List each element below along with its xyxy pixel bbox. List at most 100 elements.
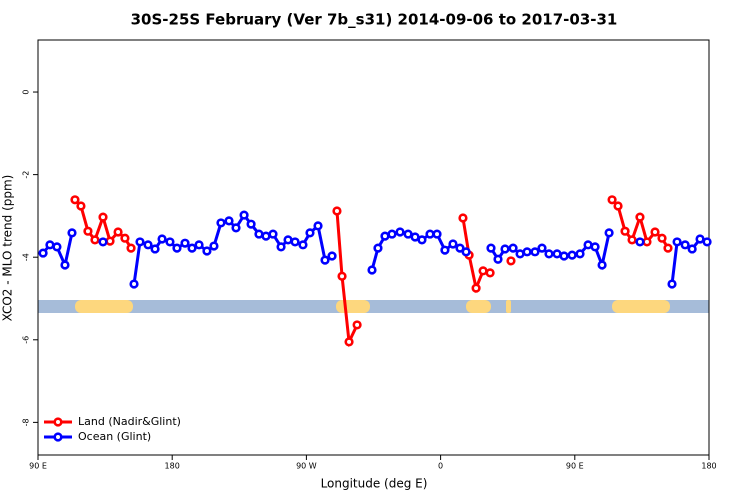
data-point bbox=[530, 247, 540, 257]
data-point bbox=[663, 243, 673, 253]
data-point bbox=[458, 213, 468, 223]
data-point bbox=[522, 247, 532, 257]
data-point bbox=[373, 243, 383, 253]
data-point bbox=[590, 242, 600, 252]
plot-frame bbox=[37, 39, 710, 456]
data-point bbox=[667, 279, 677, 289]
data-point bbox=[702, 237, 712, 247]
data-point bbox=[165, 237, 175, 247]
data-point bbox=[478, 266, 488, 276]
data-point bbox=[695, 234, 705, 244]
data-point bbox=[172, 243, 182, 253]
data-point bbox=[597, 260, 607, 270]
data-point bbox=[239, 210, 249, 220]
data-point bbox=[135, 237, 145, 247]
data-point bbox=[455, 243, 465, 253]
y-tick-label: -4 bbox=[22, 253, 31, 261]
data-point bbox=[67, 228, 77, 238]
data-point bbox=[337, 271, 347, 281]
data-point bbox=[290, 237, 300, 247]
data-point bbox=[320, 255, 330, 265]
data-point bbox=[70, 195, 80, 205]
data-point bbox=[367, 265, 377, 275]
land-band bbox=[336, 300, 370, 313]
data-point bbox=[515, 249, 525, 259]
data-point bbox=[187, 243, 197, 253]
data-point bbox=[90, 235, 100, 245]
data-point bbox=[60, 260, 70, 270]
ocean-band bbox=[38, 300, 709, 313]
x-tick-label: 90 E bbox=[566, 462, 584, 471]
data-point bbox=[627, 235, 637, 245]
data-point bbox=[486, 243, 496, 253]
y-tick-label: -8 bbox=[22, 418, 31, 426]
data-point bbox=[120, 233, 130, 243]
data-point bbox=[485, 268, 495, 278]
data-point bbox=[559, 251, 569, 261]
data-point bbox=[607, 195, 617, 205]
x-tick-label: 180 bbox=[165, 462, 180, 471]
data-point bbox=[150, 244, 160, 254]
x-tick-label: 180 bbox=[701, 462, 716, 471]
data-point bbox=[552, 249, 562, 259]
data-point bbox=[604, 228, 614, 238]
data-point bbox=[672, 237, 682, 247]
x-tick-label: 90 W bbox=[296, 462, 317, 471]
land-band bbox=[506, 300, 511, 313]
data-point bbox=[544, 249, 554, 259]
data-point bbox=[261, 231, 271, 241]
data-point bbox=[352, 320, 362, 330]
data-point bbox=[461, 247, 471, 257]
x-tick-label: 0 bbox=[438, 462, 443, 471]
legend-marker bbox=[53, 432, 63, 442]
land-band bbox=[466, 300, 491, 313]
data-point bbox=[276, 242, 286, 252]
data-point bbox=[224, 216, 234, 226]
data-point bbox=[45, 240, 55, 250]
data-point bbox=[567, 250, 577, 260]
data-point bbox=[313, 221, 323, 231]
data-point bbox=[98, 212, 108, 222]
y-tick-label: 0 bbox=[22, 89, 31, 94]
data-point bbox=[283, 235, 293, 245]
data-point bbox=[635, 212, 645, 222]
data-point bbox=[635, 237, 645, 247]
data-point bbox=[387, 229, 397, 239]
data-point bbox=[298, 240, 308, 250]
data-point bbox=[493, 254, 503, 264]
data-point bbox=[194, 240, 204, 250]
data-point bbox=[52, 242, 62, 252]
data-point bbox=[471, 283, 481, 293]
data-point bbox=[432, 229, 442, 239]
data-point bbox=[680, 240, 690, 250]
data-point bbox=[327, 251, 337, 261]
data-point bbox=[332, 206, 342, 216]
data-point bbox=[537, 243, 547, 253]
land-ocean-band bbox=[38, 300, 709, 313]
data-point bbox=[254, 229, 264, 239]
data-point bbox=[157, 234, 167, 244]
data-point bbox=[425, 229, 435, 239]
data-point bbox=[305, 228, 315, 238]
data-point bbox=[642, 237, 652, 247]
data-point bbox=[575, 249, 585, 259]
x-axis-label: Longitude (deg E) bbox=[321, 477, 428, 491]
data-point bbox=[38, 248, 48, 258]
data-point bbox=[76, 201, 86, 211]
data-point bbox=[231, 223, 241, 233]
legend-label: Land (Nadir&Glint) bbox=[78, 415, 181, 428]
data-point bbox=[687, 244, 697, 254]
data-point bbox=[344, 337, 354, 347]
data-point bbox=[180, 238, 190, 248]
data-point bbox=[613, 201, 623, 211]
data-point bbox=[440, 245, 450, 255]
x-tick-label: 90 E bbox=[29, 462, 47, 471]
data-point bbox=[403, 229, 413, 239]
data-point bbox=[126, 243, 136, 253]
y-tick-label: -6 bbox=[22, 336, 31, 344]
legend-marker bbox=[53, 417, 63, 427]
data-point bbox=[657, 233, 667, 243]
data-point bbox=[105, 236, 115, 246]
data-point bbox=[83, 226, 93, 236]
